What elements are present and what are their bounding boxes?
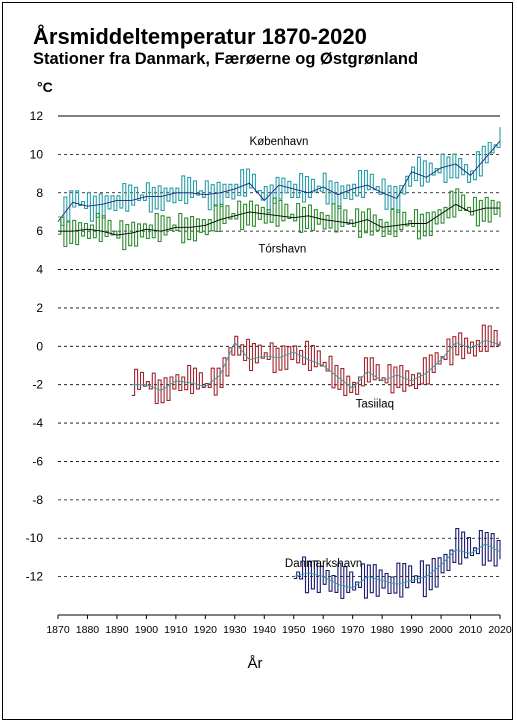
y-axis-unit: °C bbox=[37, 79, 53, 95]
x-tick-label: 1910 bbox=[164, 624, 188, 636]
x-tick-label: 1890 bbox=[105, 624, 129, 636]
series-Danmarkshavn-yearly bbox=[293, 528, 501, 600]
x-axis-label: År bbox=[248, 655, 263, 672]
y-tick-label: 2 bbox=[36, 301, 43, 315]
x-tick-label: 1970 bbox=[341, 624, 365, 636]
series-label: Tórshavn bbox=[258, 243, 306, 255]
y-tick-label: -10 bbox=[26, 531, 44, 545]
x-tick-label: 1880 bbox=[76, 624, 100, 636]
series-labels: København Tórshavn Tasiilaq Danmarkshavn bbox=[250, 136, 394, 570]
x-tick-label: 1950 bbox=[282, 624, 306, 636]
y-tick-label: -6 bbox=[32, 454, 43, 468]
y-tick-label: 8 bbox=[36, 186, 43, 200]
y-tick-label: -12 bbox=[26, 570, 44, 584]
x-tick-label: 1980 bbox=[370, 624, 394, 636]
x-tick-label: 2020 bbox=[488, 624, 512, 636]
y-tick-label: -8 bbox=[32, 493, 43, 507]
series-group bbox=[57, 127, 501, 600]
x-tick-label: 1990 bbox=[400, 624, 424, 636]
x-tick-label: 1930 bbox=[223, 624, 247, 636]
chart-title: Årsmiddeltemperatur 1870-2020 bbox=[33, 24, 367, 49]
series-København-yearly bbox=[58, 127, 501, 226]
series-København-smoothed bbox=[57, 140, 501, 222]
y-tick-labels: 12 10 8 6 4 2 0 -2 -4 -6 -8 -10 -12 bbox=[26, 109, 44, 584]
series-label: Danmarkshavn bbox=[285, 558, 362, 570]
x-tick-label: 1940 bbox=[253, 624, 277, 636]
x-tick-label: 2000 bbox=[429, 624, 453, 636]
y-tick-label: -2 bbox=[32, 378, 43, 392]
series-Danmarkshavn-smoothed bbox=[293, 543, 501, 589]
y-tick-label: -4 bbox=[32, 416, 43, 430]
x-tick-label: 2010 bbox=[459, 624, 483, 636]
y-tick-label: 6 bbox=[36, 224, 43, 238]
x-tick-label: 1870 bbox=[46, 624, 70, 636]
y-tick-label: 10 bbox=[30, 147, 44, 161]
y-tick-label: 12 bbox=[30, 109, 44, 123]
series-Tasiilaq-smoothed bbox=[131, 340, 501, 392]
x-tick-label: 1960 bbox=[312, 624, 336, 636]
x-tick-label: 1900 bbox=[135, 624, 159, 636]
series-label: Tasiilaq bbox=[356, 399, 394, 411]
x-tick-label: 1920 bbox=[194, 624, 218, 636]
y-tick-label: 0 bbox=[36, 339, 43, 353]
series-Tórshavn-smoothed bbox=[58, 203, 500, 236]
series-Tasiilaq-yearly bbox=[131, 324, 501, 405]
series-Tórshavn-yearly bbox=[58, 188, 501, 251]
x-tick-labels: 1870 1880 1890 1900 1910 1920 1930 1940 1950 1960… bbox=[46, 624, 512, 636]
chart-subtitle: Stationer fra Danmark, Færøerne og Østgr… bbox=[33, 50, 419, 68]
series-label: København bbox=[250, 136, 309, 148]
y-tick-label: 4 bbox=[36, 263, 43, 277]
